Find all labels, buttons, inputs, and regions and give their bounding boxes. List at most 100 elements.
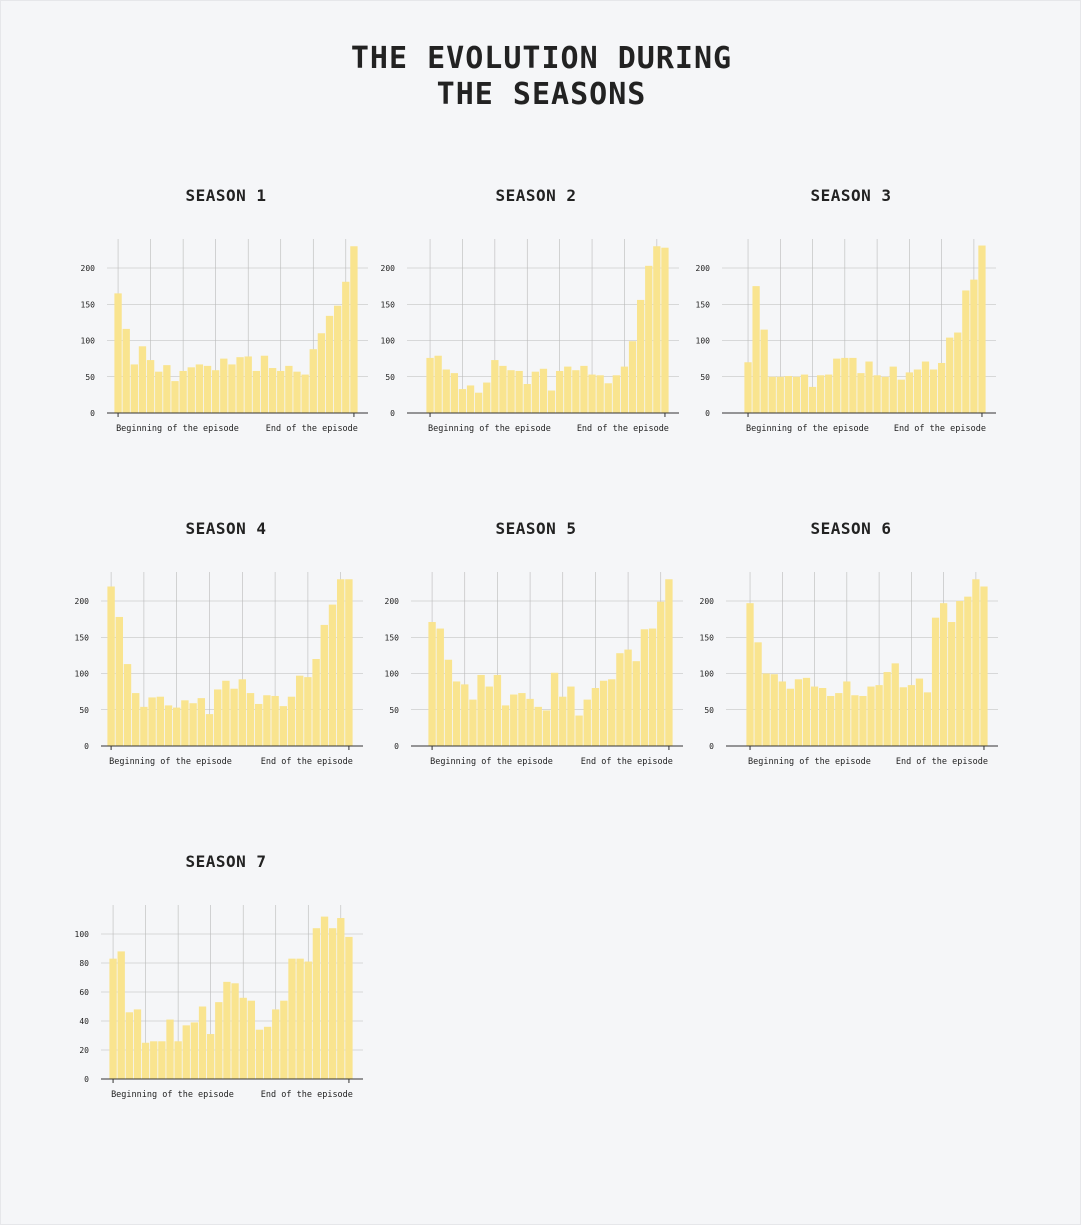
bar bbox=[329, 928, 337, 1079]
bar bbox=[146, 360, 155, 413]
x-label-beginning: Beginning of the episode bbox=[111, 1090, 234, 1100]
y-tick-label: 50 bbox=[700, 373, 710, 382]
y-tick-label: 200 bbox=[81, 264, 96, 273]
bar bbox=[345, 579, 353, 746]
x-label-beginning: Beginning of the episode bbox=[748, 757, 871, 767]
bar bbox=[181, 700, 189, 746]
bar bbox=[542, 710, 551, 746]
bar bbox=[317, 333, 326, 413]
bar bbox=[239, 997, 247, 1079]
x-label-end: End of the episode bbox=[894, 424, 986, 434]
bar bbox=[875, 685, 883, 746]
bar bbox=[819, 688, 827, 746]
bar-chart: 0 50 100 150 200 Beginning of the episode End … bbox=[75, 572, 363, 767]
bar bbox=[921, 361, 930, 413]
bar bbox=[114, 293, 122, 413]
bar bbox=[320, 916, 329, 1079]
bar bbox=[268, 368, 277, 413]
bar bbox=[279, 706, 287, 746]
bar bbox=[889, 366, 897, 413]
bar bbox=[802, 677, 811, 746]
bar bbox=[164, 705, 173, 746]
bar bbox=[337, 918, 345, 1079]
bar bbox=[280, 1000, 288, 1079]
bar bbox=[426, 357, 434, 413]
x-label-end: End of the episode bbox=[896, 757, 988, 767]
bar bbox=[899, 687, 907, 746]
bar bbox=[197, 698, 205, 746]
bar bbox=[342, 281, 350, 413]
bar bbox=[301, 374, 309, 413]
page-title: THE EVOLUTION DURING THE SEASONS bbox=[350, 41, 733, 112]
bar bbox=[817, 375, 825, 413]
y-tick-label: 100 bbox=[700, 670, 715, 679]
bar bbox=[130, 364, 138, 413]
chart-panel-season-5: SEASON 5 0 50 100 150 200 Beginning of the epi… bbox=[385, 519, 711, 779]
bar bbox=[567, 686, 575, 746]
bar bbox=[964, 596, 972, 746]
bar bbox=[231, 983, 239, 1079]
bar bbox=[825, 374, 833, 413]
bar bbox=[857, 373, 865, 413]
x-label-end: End of the episode bbox=[581, 757, 673, 767]
bar bbox=[599, 680, 608, 746]
bar bbox=[786, 688, 794, 746]
bar bbox=[510, 694, 518, 746]
y-tick-label: 150 bbox=[75, 633, 90, 642]
bar bbox=[531, 371, 539, 413]
bar bbox=[109, 958, 117, 1079]
bar bbox=[778, 681, 786, 746]
bar bbox=[897, 379, 905, 413]
bar bbox=[913, 369, 922, 413]
bar bbox=[296, 675, 304, 746]
bar bbox=[132, 693, 140, 746]
bar bbox=[214, 689, 222, 746]
bar bbox=[155, 371, 163, 413]
bar bbox=[123, 664, 132, 746]
bar bbox=[583, 699, 591, 746]
x-label-end: End of the episode bbox=[261, 757, 353, 767]
bar bbox=[493, 674, 502, 746]
bar bbox=[173, 707, 181, 746]
bar bbox=[304, 961, 312, 1079]
chart-panel-season-7: SEASON 7 0 20 40 60 80 100 Beginning of the epi… bbox=[75, 852, 401, 1112]
bar bbox=[564, 366, 572, 413]
bar bbox=[851, 695, 859, 746]
bar bbox=[304, 677, 312, 746]
bar bbox=[328, 604, 337, 746]
bar-chart: 0 50 100 150 200 Beginning of the episode End … bbox=[696, 239, 996, 434]
bar bbox=[640, 629, 649, 746]
bar bbox=[523, 384, 531, 413]
bar bbox=[972, 579, 980, 746]
bar bbox=[337, 579, 345, 746]
bar bbox=[215, 1002, 223, 1079]
bar bbox=[588, 374, 596, 413]
bar-chart: 0 50 100 150 200 Beginning of the episode End … bbox=[81, 239, 368, 434]
bar bbox=[350, 246, 358, 413]
bar bbox=[207, 1034, 215, 1079]
chart-panel-season-4: SEASON 4 0 50 100 150 200 Beginning of the epi… bbox=[75, 519, 401, 779]
bar bbox=[485, 686, 493, 746]
bar bbox=[754, 642, 762, 746]
bar bbox=[138, 346, 147, 413]
bar bbox=[637, 299, 645, 413]
bar bbox=[752, 286, 760, 413]
bar bbox=[843, 681, 851, 746]
bar bbox=[461, 684, 469, 746]
bar bbox=[179, 370, 187, 413]
bar bbox=[452, 681, 461, 746]
bar bbox=[466, 385, 475, 413]
y-tick-label: 150 bbox=[381, 300, 396, 309]
bar bbox=[776, 376, 784, 413]
bar bbox=[556, 370, 564, 413]
x-label-end: End of the episode bbox=[261, 1090, 353, 1100]
bar bbox=[230, 688, 238, 746]
bar bbox=[271, 695, 279, 746]
bar bbox=[810, 686, 819, 746]
y-tick-label: 50 bbox=[79, 706, 89, 715]
bar bbox=[285, 365, 293, 413]
bar bbox=[107, 586, 115, 746]
x-label-beginning: Beginning of the episode bbox=[430, 757, 553, 767]
y-tick-label: 60 bbox=[79, 988, 89, 997]
bar bbox=[247, 1000, 255, 1079]
